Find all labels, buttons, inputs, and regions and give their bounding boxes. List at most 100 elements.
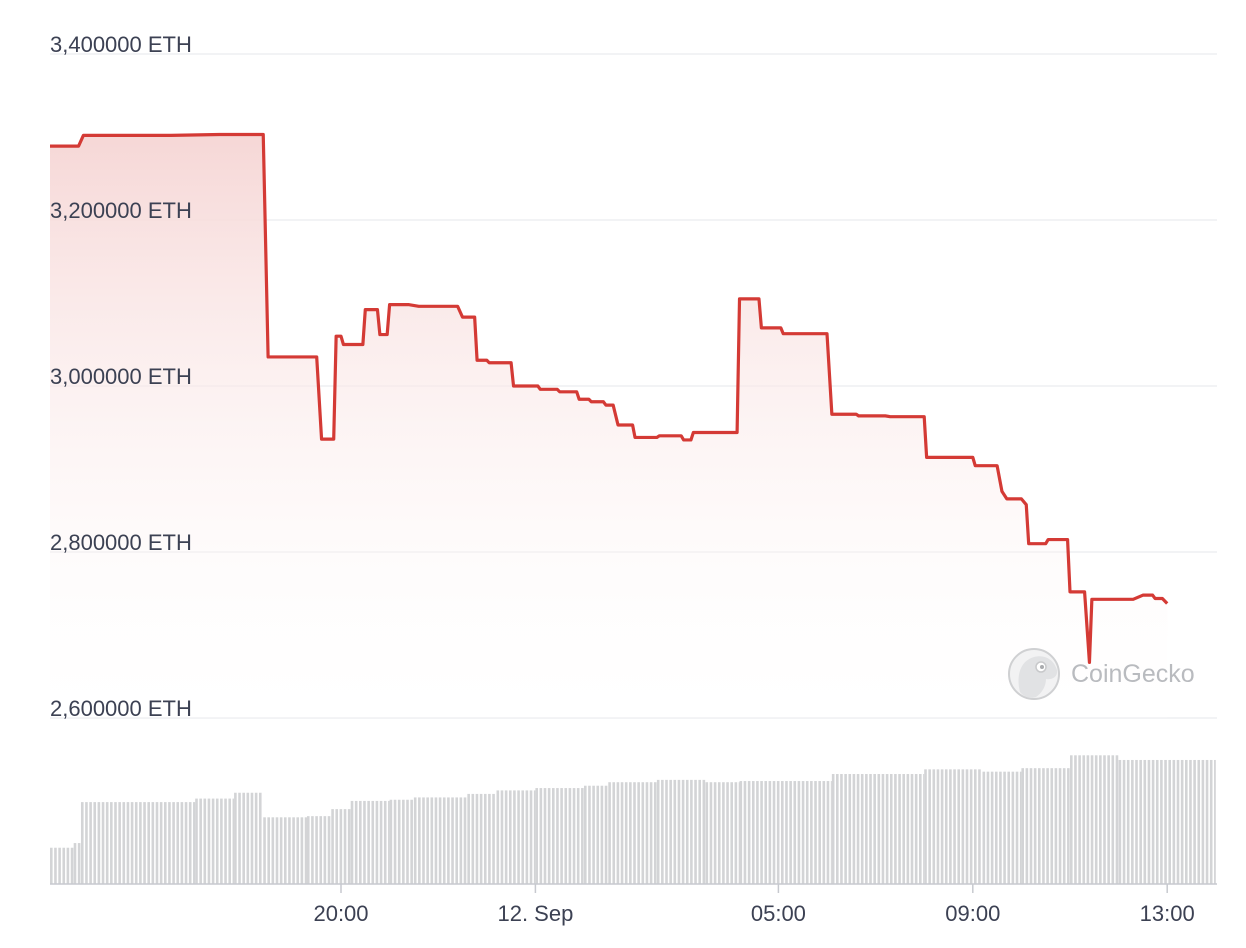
volume-bar (215, 798, 219, 884)
volume-bar (805, 781, 809, 884)
volume-bar (894, 774, 897, 884)
volume-bar (379, 800, 383, 884)
volume-bar (1214, 759, 1216, 884)
volume-bar (451, 797, 454, 884)
volume-bar (422, 797, 425, 884)
volume-bar (560, 788, 563, 884)
volume-bar (539, 788, 543, 884)
volume-bar (681, 779, 685, 884)
volume-bar (50, 847, 53, 884)
volume-bar (134, 802, 138, 884)
volume-bar (641, 782, 645, 884)
volume-bar (300, 817, 304, 884)
volume-bar (367, 800, 370, 884)
volume-bar (375, 800, 379, 884)
volume-bar (999, 771, 1002, 884)
volume-bar (1021, 768, 1024, 884)
volume-bar (58, 847, 61, 884)
volume-bar (969, 769, 973, 884)
volume-bar (331, 809, 334, 884)
volume-bar (940, 769, 944, 884)
volume-bar (388, 800, 390, 884)
volume-bar (1029, 768, 1033, 884)
x-tick-label: 12. Sep (497, 901, 573, 926)
volume-bar (694, 779, 697, 884)
volume-bar (496, 790, 500, 884)
volume-bar (877, 774, 881, 884)
volume-bar (1050, 768, 1054, 884)
volume-bar (389, 799, 393, 884)
volume-bar (637, 782, 640, 884)
volume-bar (529, 790, 533, 884)
volume-bar (961, 769, 965, 884)
volume-bar (455, 797, 458, 884)
volume-bar (793, 781, 797, 884)
volume-bar (306, 816, 310, 884)
volume-bar (114, 802, 117, 884)
volume-bar (393, 799, 397, 884)
volume-bar (533, 790, 536, 884)
volume-bar (1038, 768, 1041, 884)
volume-bar (238, 792, 241, 884)
volume-bar (616, 782, 620, 884)
volume-bar (1090, 755, 1094, 884)
volume-bar (188, 802, 192, 884)
volume-bar (776, 781, 780, 884)
volume-bar (288, 817, 291, 884)
volume-bar (919, 774, 922, 884)
watermark-text: CoinGecko (1071, 660, 1195, 688)
volume-bar (479, 793, 483, 884)
volume-bar (292, 817, 295, 884)
volume-bar (889, 774, 893, 884)
volume-bar (702, 779, 706, 884)
volume-bar (781, 781, 784, 884)
volume-bar (944, 769, 948, 884)
volume-bar (80, 802, 84, 884)
volume-bar (168, 802, 171, 884)
volume-bar (986, 771, 990, 884)
volume-bar (624, 782, 628, 884)
volume-bar (110, 802, 113, 884)
volume-bar (844, 774, 847, 884)
volume-bar (535, 788, 538, 884)
volume-bar (869, 774, 872, 884)
volume-bar (1111, 755, 1115, 884)
volume-bar (211, 798, 215, 884)
volume-bar (1143, 759, 1147, 884)
volume-bar (661, 779, 664, 884)
volume-bar (93, 802, 97, 884)
volume-bar (147, 802, 150, 884)
volume-bar (592, 785, 595, 884)
volume-bar (101, 802, 105, 884)
x-axis: 20:00 12. Sep 05:00 09:00 13:00 (50, 883, 1217, 926)
volume-bar (347, 809, 351, 884)
volume-bar (1131, 759, 1134, 884)
volume-bar (789, 781, 792, 884)
volume-bar (70, 847, 74, 884)
volume-bar (413, 797, 417, 884)
volume-bar (130, 802, 134, 884)
volume-bar (552, 788, 555, 884)
volume-bar (383, 800, 387, 884)
price-area-fill (50, 134, 1168, 718)
volume-bar (463, 797, 467, 884)
volume-bar (974, 769, 977, 884)
volume-bar (151, 802, 155, 884)
volume-bar (852, 774, 856, 884)
volume-bar (713, 782, 717, 884)
volume-bar (1164, 759, 1167, 884)
volume-bar (547, 788, 551, 884)
volume-bar (228, 798, 231, 884)
coingecko-gecko-icon (1008, 648, 1060, 700)
volume-bar (840, 774, 843, 884)
volume-bar (195, 798, 198, 884)
volume-bar (471, 793, 475, 884)
volume-bar (576, 788, 580, 884)
y-tick-label: 2,800000 ETH (50, 530, 192, 555)
volume-bar (508, 790, 512, 884)
volume-bar (568, 788, 572, 884)
volume-bar (705, 782, 709, 884)
volume-bar (936, 769, 940, 884)
volume-bar (873, 774, 876, 884)
volume-bar (504, 790, 508, 884)
